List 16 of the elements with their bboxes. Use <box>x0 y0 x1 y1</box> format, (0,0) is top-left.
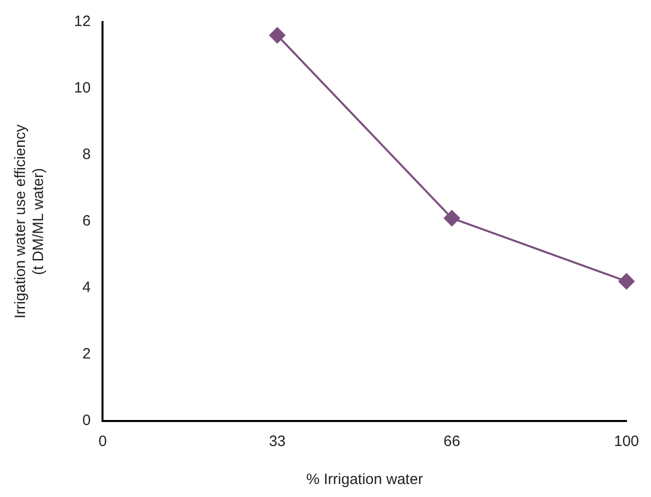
point <box>444 210 460 226</box>
y-axis-title: Irrigation water use efficiency (t DM/ML water) <box>12 124 48 318</box>
y-tick-label: 2 <box>82 346 91 363</box>
x-axis-title: % Irrigation water <box>306 471 423 488</box>
x-tick-label: 0 <box>98 433 107 450</box>
x-tick-label: 33 <box>268 433 286 450</box>
y-tick-label: 6 <box>82 212 91 230</box>
x-tick-label: 66 <box>444 433 460 450</box>
y-tick-label: 12 <box>74 13 91 30</box>
y-tick-label: 0 <box>82 412 91 430</box>
y-tick-label: 4 <box>82 279 91 296</box>
x-tick-label: 100 <box>614 433 639 450</box>
point <box>618 273 634 290</box>
point <box>269 27 286 44</box>
y-tick-label: 8 <box>82 146 91 164</box>
y-tick-label: 10 <box>74 80 91 97</box>
